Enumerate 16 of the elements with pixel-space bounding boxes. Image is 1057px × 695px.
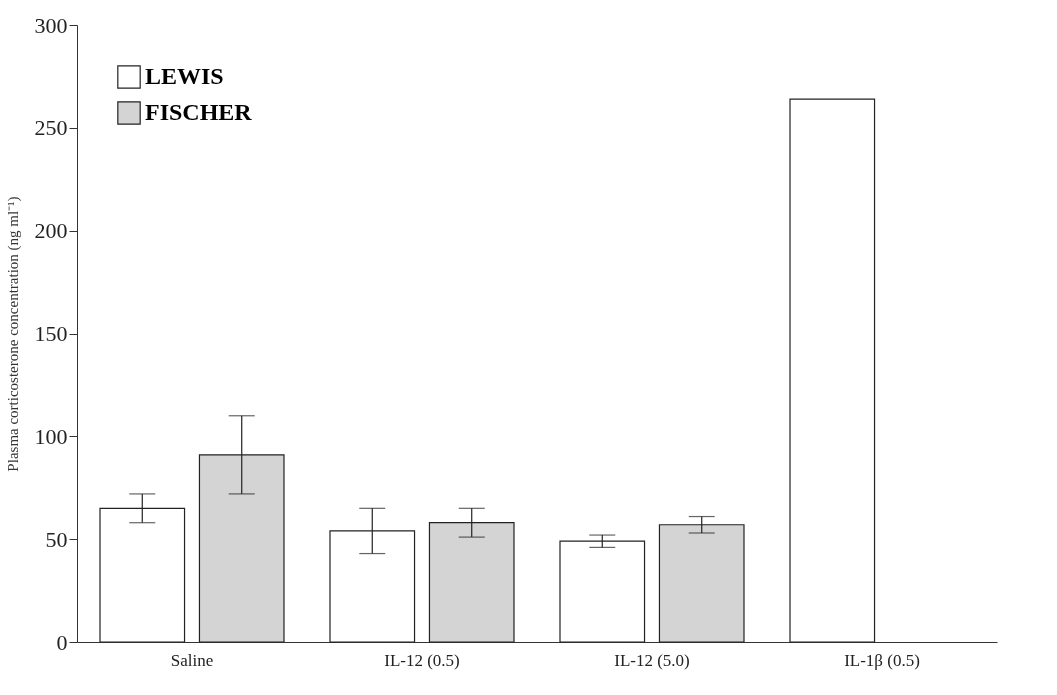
y-tick-label: 150: [34, 321, 68, 346]
y-tick-label: 300: [34, 12, 68, 38]
y-tick-label: 100: [34, 423, 68, 449]
x-tick-label: Saline: [170, 650, 214, 670]
y-axis-title: Plasma corticosterone concentration (ng ml⁻¹): [4, 196, 22, 472]
legend-label: LEWIS: [145, 63, 224, 89]
x-tick-label: IL-12 (5.0): [614, 650, 690, 670]
x-tick-label: IL-12 (0.5): [384, 650, 460, 670]
y-tick-label: 0: [56, 629, 68, 655]
x-tick-label: IL-1β (0.5): [844, 650, 920, 670]
legend-label: FISCHER: [145, 99, 253, 125]
y-tick-label: 250: [34, 115, 68, 141]
y-tick-label: 50: [45, 526, 68, 552]
bar: [789, 98, 876, 643]
bar: [559, 540, 646, 643]
y-tick-label: 200: [34, 218, 68, 244]
